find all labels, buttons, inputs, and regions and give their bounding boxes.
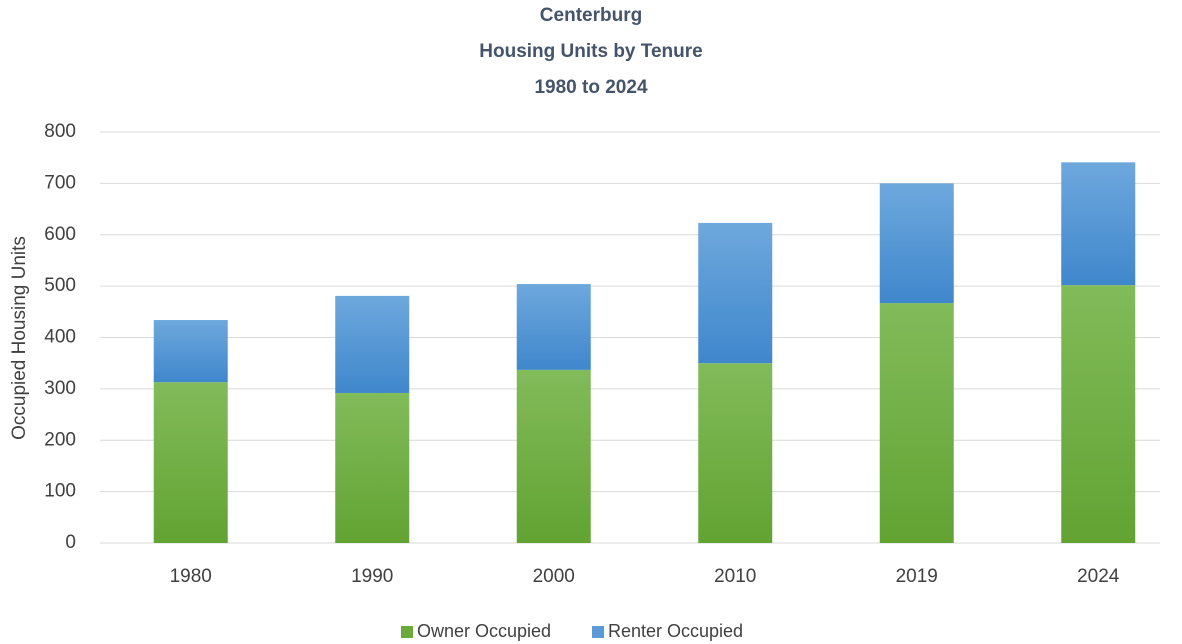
legend-swatch — [401, 626, 413, 638]
y-tick-label: 600 — [44, 224, 76, 245]
bar-segment — [698, 222, 773, 364]
y-tick-label: 700 — [44, 172, 76, 193]
y-tick-label: 400 — [44, 327, 76, 348]
y-tick-label: 800 — [44, 121, 76, 142]
legend-label: Owner Occupied — [417, 621, 551, 641]
y-tick-label: 200 — [44, 429, 76, 450]
bar-segment — [879, 303, 954, 543]
bar-segment — [1061, 285, 1136, 543]
bar-segment — [1061, 162, 1136, 286]
y-axis-label: Occupied Housing Units — [9, 236, 30, 440]
x-tick-label: 2019 — [896, 566, 938, 587]
y-tick-label: 0 — [65, 532, 76, 553]
chart-title: Housing Units by Tenure — [479, 41, 702, 62]
bar-segment — [879, 183, 954, 304]
x-tick-label: 2024 — [1077, 566, 1120, 587]
x-tick-label: 1980 — [170, 566, 212, 587]
x-tick-label: 1990 — [351, 566, 393, 587]
bar-segment — [335, 295, 410, 393]
bar-segment — [153, 320, 228, 383]
chart-title: 1980 to 2024 — [534, 77, 647, 98]
bar-segment — [698, 363, 773, 543]
bar-segment — [516, 284, 591, 370]
legend-swatch — [592, 626, 604, 638]
bar-segment — [516, 369, 591, 543]
legend-label: Renter Occupied — [608, 621, 743, 641]
x-tick-label: 2000 — [533, 566, 575, 587]
bar-segment — [153, 382, 228, 543]
y-tick-label: 500 — [44, 275, 76, 296]
chart-title: Centerburg — [540, 5, 642, 26]
x-tick-label: 2010 — [714, 566, 756, 587]
y-tick-label: 100 — [44, 481, 76, 502]
bar-segment — [335, 392, 410, 543]
y-tick-label: 300 — [44, 378, 76, 399]
